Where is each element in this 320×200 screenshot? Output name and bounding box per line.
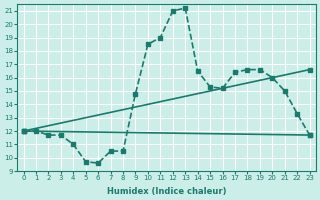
X-axis label: Humidex (Indice chaleur): Humidex (Indice chaleur) [107, 187, 226, 196]
